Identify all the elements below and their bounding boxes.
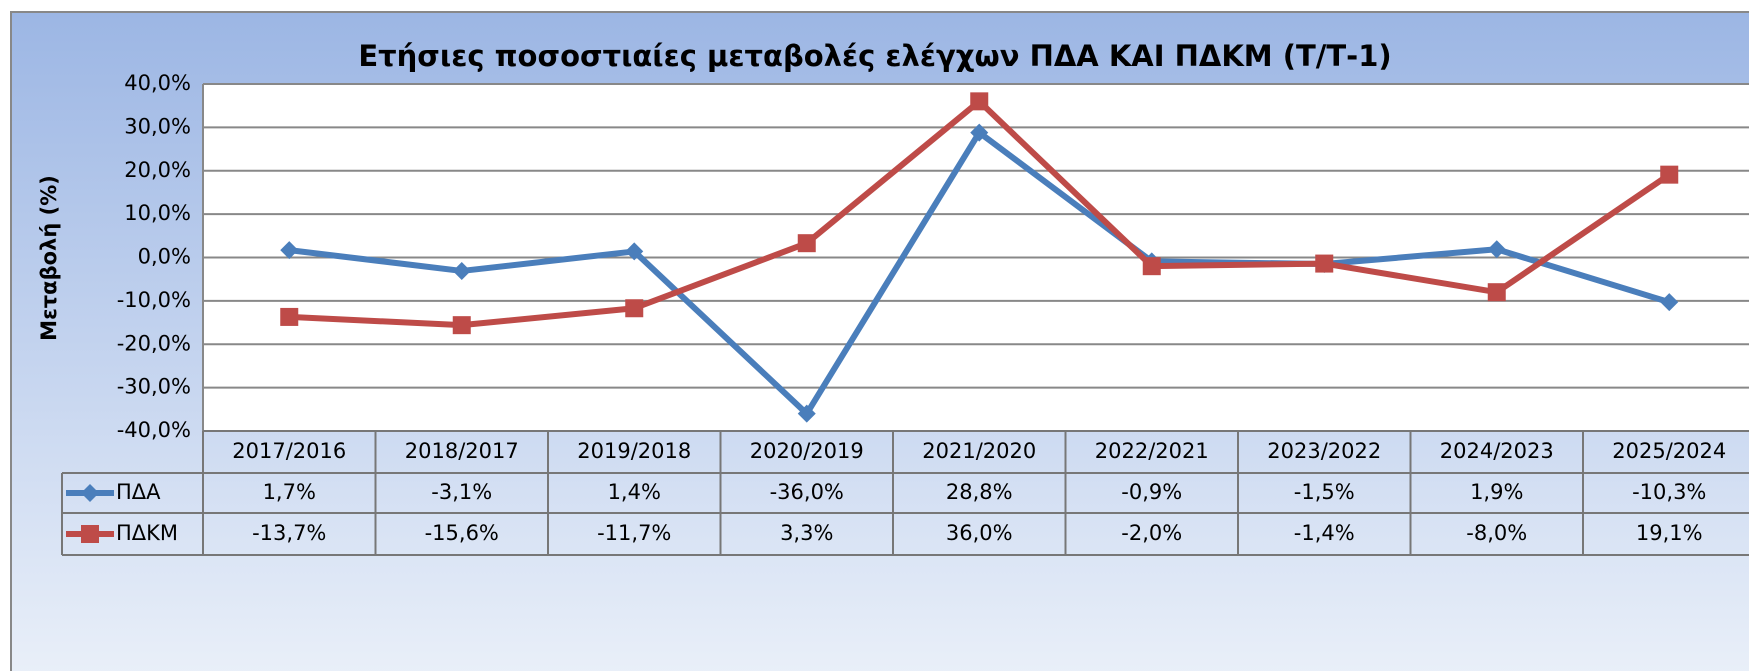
y-tick-label: 0,0%	[138, 245, 191, 269]
marker	[1660, 293, 1679, 312]
x-tick-label: 2019/2018	[577, 439, 691, 463]
table-value: -3,1%	[431, 480, 492, 504]
table-value: 36,0%	[946, 521, 1013, 545]
y-tick-label: 20,0%	[124, 158, 191, 182]
marker	[797, 234, 816, 253]
marker	[452, 316, 471, 335]
marker	[1487, 283, 1506, 302]
legend-label: ΠΔΚΜ	[116, 521, 178, 545]
marker	[1315, 254, 1334, 273]
x-tick-label: 2017/2016	[232, 439, 346, 463]
x-tick-label: 2021/2020	[922, 439, 1036, 463]
y-tick-label: -10,0%	[117, 288, 191, 312]
marker	[280, 307, 299, 326]
marker	[1142, 257, 1161, 276]
y-tick-label: -30,0%	[117, 375, 191, 399]
x-tick-label: 2020/2019	[750, 439, 864, 463]
x-tick-label: 2018/2017	[405, 439, 519, 463]
y-tick-label: -20,0%	[117, 331, 191, 355]
table-value: -36,0%	[770, 480, 844, 504]
marker	[1487, 240, 1506, 259]
marker	[797, 404, 816, 423]
table-value: -15,6%	[425, 521, 499, 545]
table-value: 1,7%	[263, 480, 316, 504]
marker	[280, 241, 299, 260]
y-tick-label: 40,0%	[124, 71, 191, 95]
y-tick-label: -40,0%	[117, 418, 191, 442]
x-tick-label: 2024/2023	[1440, 439, 1554, 463]
table-value: -8,0%	[1466, 521, 1527, 545]
table-value: -2,0%	[1121, 521, 1182, 545]
y-tick-label: 10,0%	[124, 201, 191, 225]
marker	[81, 484, 99, 502]
table-value: -1,4%	[1294, 521, 1355, 545]
table-value: -13,7%	[252, 521, 326, 545]
marker	[1660, 165, 1679, 184]
y-axis-label: Μεταβολή (%)	[37, 175, 61, 341]
y-tick-label: 30,0%	[124, 114, 191, 138]
chart-title: Ετήσιες ποσοστιαίες μεταβολές ελέγχων ΠΔ…	[358, 39, 1391, 73]
marker	[625, 299, 644, 318]
marker	[625, 242, 644, 261]
x-tick-label: 2022/2021	[1095, 439, 1209, 463]
marker	[452, 261, 471, 280]
x-tick-label: 2023/2022	[1267, 439, 1381, 463]
table-value: 1,4%	[608, 480, 661, 504]
table-value: 3,3%	[780, 521, 833, 545]
table-value: -0,9%	[1121, 480, 1182, 504]
marker	[970, 123, 989, 142]
legend-label: ΠΔΑ	[116, 480, 161, 504]
table-value: 28,8%	[946, 480, 1013, 504]
x-tick-label: 2025/2024	[1612, 439, 1726, 463]
table-value: 1,9%	[1470, 480, 1523, 504]
marker	[81, 525, 99, 543]
table-value: -10,3%	[1632, 480, 1706, 504]
marker	[970, 92, 989, 111]
table-value: -1,5%	[1294, 480, 1355, 504]
table-value: 19,1%	[1636, 521, 1703, 545]
table-value: -11,7%	[597, 521, 671, 545]
